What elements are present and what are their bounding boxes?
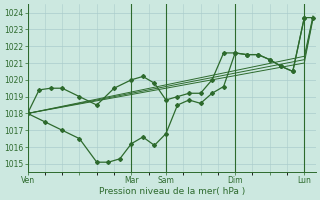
X-axis label: Pression niveau de la mer( hPa ): Pression niveau de la mer( hPa ) [99,187,245,196]
